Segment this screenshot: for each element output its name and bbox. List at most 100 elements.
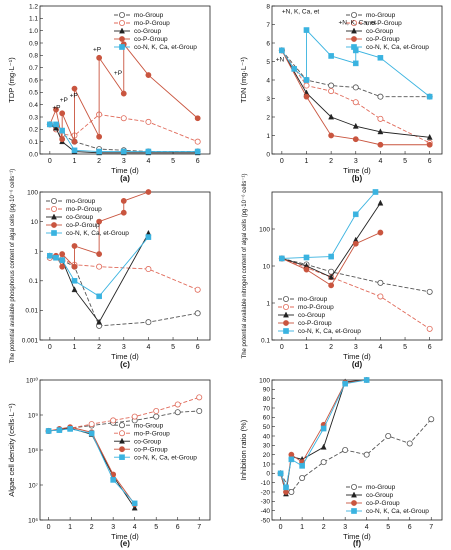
data-point (71, 243, 78, 249)
panel-label: (a) (120, 174, 130, 183)
y-axis-label: The potential available phosphorus conte… (9, 169, 16, 364)
series-2 (277, 377, 370, 495)
data-point (53, 124, 59, 131)
data-point (303, 93, 310, 100)
data-point (145, 118, 152, 125)
panel-label: (b) (352, 174, 363, 183)
x-tick-label: 2 (329, 158, 333, 165)
data-point (71, 138, 78, 145)
annotation: +P (60, 97, 68, 104)
data-point (377, 128, 384, 135)
data-point (328, 53, 334, 59)
series-line (281, 50, 430, 144)
legend-entry: mo-Group (298, 296, 328, 303)
x-tick-label: 7 (429, 524, 433, 531)
legend-marker (119, 44, 125, 50)
y-axis-label: TDN (mg·L⁻¹) (239, 56, 248, 103)
x-tick-label: 3 (354, 158, 358, 165)
data-point (352, 84, 359, 91)
x-tick-label: 5 (403, 158, 407, 165)
panel-label: (c) (120, 360, 130, 369)
series-line (281, 50, 430, 98)
data-point (328, 132, 335, 139)
y-tick-label: 10¹⁰ (26, 376, 38, 384)
data-point (145, 72, 152, 78)
annotation: +P (114, 70, 122, 77)
data-point (279, 255, 285, 262)
x-axis-label: Time (d) (343, 166, 371, 175)
legend-entry: co-N, K, Ca, et-Group (134, 44, 197, 51)
data-point (47, 121, 53, 128)
data-point (131, 504, 138, 511)
legend-marker (119, 19, 126, 26)
plot-frame (39, 191, 211, 341)
x-tick-label: 0 (280, 344, 284, 351)
data-point (120, 209, 127, 216)
y-tick-label: 70 (263, 405, 271, 412)
annotation: +N (276, 57, 285, 64)
x-tick-label: 6 (408, 524, 412, 531)
y-tick-label: 6 (266, 40, 270, 47)
data-point (352, 60, 359, 67)
data-point (342, 446, 349, 453)
x-tick-label: 7 (197, 524, 201, 531)
x-tick-label: 1 (300, 524, 304, 531)
legend-marker (51, 197, 58, 204)
data-point (131, 413, 138, 420)
data-point (131, 500, 138, 507)
legend-marker (351, 508, 357, 514)
annotation: +P (93, 47, 101, 54)
data-point (288, 451, 295, 458)
legend-marker (283, 311, 289, 318)
data-point (428, 416, 435, 423)
legend-marker (119, 11, 126, 18)
data-point (153, 413, 160, 420)
legend-marker (119, 36, 125, 42)
data-point (71, 147, 78, 154)
y-tick-label: 1 (266, 133, 270, 140)
x-tick-label: 0 (47, 524, 51, 531)
y-tick-label: 8 (266, 3, 270, 10)
legend-entry: mo-Group (366, 12, 396, 19)
data-point (120, 90, 127, 97)
x-tick-label: 3 (111, 524, 115, 531)
data-point (88, 421, 95, 428)
legend-marker (119, 437, 125, 444)
y-tick-label: 0.1 (261, 337, 270, 344)
data-point (377, 93, 384, 100)
y-tick-label: 0.9 (29, 40, 38, 47)
y-tick-label: 0.4 (29, 102, 38, 109)
data-point (299, 474, 306, 481)
legend-marker (119, 454, 125, 461)
x-axis-label: Time (d) (343, 532, 371, 541)
data-point (377, 293, 384, 300)
data-point (320, 425, 327, 432)
x-tick-label: 3 (122, 344, 126, 351)
x-tick-label: 3 (354, 344, 358, 351)
legend: mo-Groupmo-P-Groupco-Groupco-P-Groupco-N… (46, 197, 129, 237)
data-point (377, 55, 384, 61)
legend-entry: co-P-Group (366, 500, 400, 507)
data-point (71, 263, 78, 270)
legend-marker (119, 27, 125, 34)
series-3 (46, 41, 201, 145)
x-tick-label: 4 (378, 344, 382, 351)
data-point (71, 278, 78, 284)
y-tick-label: 1 (266, 300, 270, 307)
data-point (194, 286, 201, 293)
y-tick-label: 10 (31, 219, 39, 226)
series-line (280, 379, 367, 489)
x-tick-label: 4 (365, 524, 369, 531)
y-tick-label: 4 (266, 77, 270, 84)
data-point (303, 266, 310, 273)
x-tick-label: 2 (97, 344, 101, 351)
data-point (194, 138, 201, 145)
y-tick-label: -10 (261, 480, 271, 487)
chart-c: 0 1 2 3 4 5 6 0.001 0.01 0.1 1 10 100 Time (d) The pot… (9, 169, 211, 369)
series-4 (47, 121, 201, 155)
data-point (120, 148, 127, 155)
data-point (377, 141, 384, 148)
series-4 (45, 426, 138, 507)
y-tick-label: 0.5 (29, 90, 38, 97)
